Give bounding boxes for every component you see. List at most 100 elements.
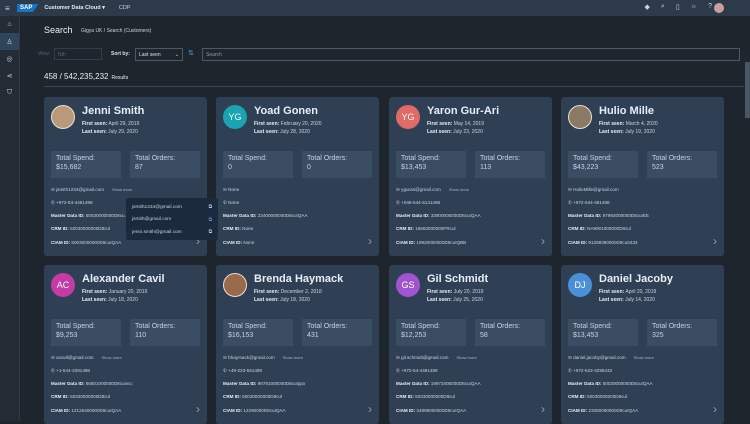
view-label: View: — [38, 51, 51, 57]
customer-card[interactable]: Jenni Smith First seen: April 29, 2019 L… — [44, 97, 207, 256]
search-input[interactable]: Search — [202, 48, 740, 61]
crm-id: CRM ID: 50030000000D8cul — [223, 394, 283, 399]
top-bar: ≡ SAP Customer Data Cloud ▾ CDP ◆ ⌕ ▯ ☼ … — [0, 0, 750, 16]
customer-card[interactable]: Hulio Mille First seen: March 4, 2020 La… — [561, 97, 724, 256]
cube-icon[interactable]: ◆ — [644, 4, 650, 11]
chevron-right-icon[interactable]: › — [713, 234, 717, 248]
avatar: DJ — [568, 273, 592, 297]
customer-name: Daniel Jacoby — [599, 273, 673, 285]
sort-direction-icon[interactable]: ⇅ — [188, 50, 194, 57]
ciam-id: CIAM ID: 19920000000D8cuIQBB — [396, 240, 467, 245]
total-orders: Total Orders: 113 — [475, 151, 545, 178]
customer-card[interactable]: DJ Daniel Jacoby First seen: April 20, 2… — [561, 265, 724, 424]
chevron-right-icon[interactable]: › — [713, 402, 717, 416]
customer-card[interactable]: Brenda Haymack First seen: December 2, 2… — [216, 265, 379, 424]
view-select[interactable]: Nth — [54, 48, 102, 60]
last-seen: Last seen: July 18, 2020 — [82, 297, 138, 303]
email-icon: ✉ — [223, 187, 227, 192]
total-spend: Total Spend: $13,453 — [396, 151, 466, 178]
show-more-link[interactable]: Show more — [456, 355, 477, 360]
copy-icon: ⧉ — [208, 205, 212, 211]
phone-row: ✆ +972-54-4481498 — [396, 368, 438, 373]
first-seen: First seen: April 29, 2019 — [82, 121, 140, 127]
help-icon[interactable]: ? — [708, 3, 712, 10]
avatar: AC — [51, 273, 75, 297]
chevron-right-icon[interactable]: › — [196, 402, 200, 416]
chevron-right-icon[interactable]: › — [368, 402, 372, 416]
phone-row: ✆ +1-544-2391498 — [51, 368, 90, 373]
total-orders: Total Orders: 431 — [302, 319, 372, 346]
settings-icon[interactable]: ☼ — [690, 3, 698, 10]
phone-row: ✆ +49-233-551498 — [223, 368, 262, 373]
total-orders: Total Orders: 325 — [647, 319, 717, 346]
show-more-link[interactable]: Show more — [448, 187, 470, 192]
user-icon[interactable]: ♙ — [0, 33, 19, 50]
customer-name: Brenda Haymack — [254, 273, 344, 285]
total-orders: Total Orders: 110 — [130, 319, 200, 346]
total-spend: Total Spend: $9,253 — [51, 319, 121, 346]
avatar — [223, 273, 247, 297]
last-seen: Last seen: July 18, 2020 — [254, 297, 310, 303]
first-seen: First seen: May 14, 2019 — [427, 121, 484, 127]
email-row: ✉ bhaymack@gmail.com Show more — [223, 355, 303, 360]
customer-name: Alexander Cavil — [82, 273, 165, 285]
popup-email-item[interactable]: jenni.smith@gmail.com ⧉ — [132, 229, 212, 236]
total-spend: Total Spend: $16,153 — [223, 319, 293, 346]
last-seen: Last seen: July 23, 2020 — [427, 129, 483, 135]
chevron-right-icon[interactable]: › — [196, 234, 200, 248]
ciam-id: CIAM ID: 12290000D8cuIQAA — [223, 408, 286, 413]
popup-email-item[interactable]: jsmith1234@gmail.com ⧉ — [132, 204, 212, 211]
last-seen: Last seen: July 28, 2020 — [254, 129, 310, 135]
master-data-id: Master Data ID: 97992000000D8cuIEE — [568, 213, 649, 218]
product-switcher[interactable]: Customer Data Cloud ▾ — [44, 5, 105, 11]
breadcrumb[interactable]: Gigya UK / Search (Customers) — [81, 28, 152, 34]
email-icon: ✉ — [51, 187, 55, 192]
bell-icon[interactable]: ▯ — [675, 4, 680, 11]
master-data-id: Master Data ID: 23400000000D8cuIQAA — [223, 213, 308, 218]
phone-row: ✆ None — [223, 200, 240, 205]
show-more-link[interactable]: Show more — [282, 355, 303, 360]
scrollbar[interactable] — [745, 62, 750, 118]
search-icon[interactable]: ⌕ — [660, 3, 665, 10]
sort-select[interactable]: Last seen ⌄ — [135, 48, 183, 61]
last-seen: Last seen: July 19, 2020 — [599, 129, 655, 135]
context-label: CDP — [118, 5, 131, 11]
customer-card[interactable]: AC Alexander Cavil First seen: January 2… — [44, 265, 207, 424]
show-more-link[interactable]: Show more — [111, 187, 133, 192]
email-popup: jsmith1234@gmail.com ⧉ jsmith@gmail.com ⧉ … — [126, 198, 218, 240]
ciam-id: CIAM ID: 34899000000D8cuIQAA — [396, 408, 467, 413]
show-more-link[interactable]: Show more — [633, 355, 654, 360]
first-seen: First seen: January 20, 2019 — [82, 289, 148, 295]
email-row: ✉ HulioMille@gmail.com — [568, 187, 619, 192]
popup-email-item[interactable]: jsmith@gmail.com ⧉ — [132, 217, 212, 223]
first-seen: First seen: December 2, 2018 — [254, 289, 322, 295]
home-icon[interactable]: ⌂ — [7, 21, 12, 28]
customer-card[interactable]: YG Yoad Gonen First seen: February 20, 2… — [216, 97, 379, 256]
share-icon[interactable]: ⋖ — [6, 72, 13, 80]
total-spend: Total Spend: 0 — [223, 151, 293, 178]
crm-id: CRM ID: 50330000000D8cul — [51, 394, 111, 399]
total-spend: Total Spend: $13,453 — [568, 319, 638, 346]
chevron-right-icon[interactable]: › — [368, 234, 372, 248]
total-spend: Total Spend: $12,253 — [396, 319, 466, 346]
ciam-id: CIAM ID: 50030000000D8cuIQAA — [51, 240, 122, 245]
menu-icon[interactable]: ≡ — [5, 3, 10, 13]
customer-card[interactable]: YG Yaron Gur-Ari First seen: May 14, 201… — [389, 97, 552, 256]
avatar — [568, 105, 592, 129]
avatar — [51, 105, 75, 129]
sap-logo: SAP — [17, 4, 39, 12]
total-orders: Total Orders: 523 — [647, 151, 717, 178]
customer-name: Hulio Mille — [599, 105, 654, 117]
chevron-right-icon[interactable]: › — [541, 402, 545, 416]
ciam-id: CIAM ID: 12126400000D8cuIQAA — [51, 408, 122, 413]
target-icon[interactable]: ◎ — [6, 55, 13, 63]
email-row: ✉ daniel.jacoby@gmail.com Show more — [568, 355, 654, 360]
customer-card[interactable]: GS Gil Schmidt First seen: July 20, 2019… — [389, 265, 552, 424]
chevron-right-icon[interactable]: › — [541, 234, 545, 248]
master-data-id: Master Data ID: 19973400000D8cuIQAA — [396, 381, 481, 386]
show-more-link[interactable]: Show more — [101, 355, 122, 360]
email-row: ✉ jsmith1234@gmail.com Show more — [51, 187, 133, 192]
user-avatar[interactable] — [714, 3, 724, 13]
shield-icon[interactable]: ⛉ — [6, 88, 13, 96]
phone-icon: ✆ — [51, 368, 55, 373]
